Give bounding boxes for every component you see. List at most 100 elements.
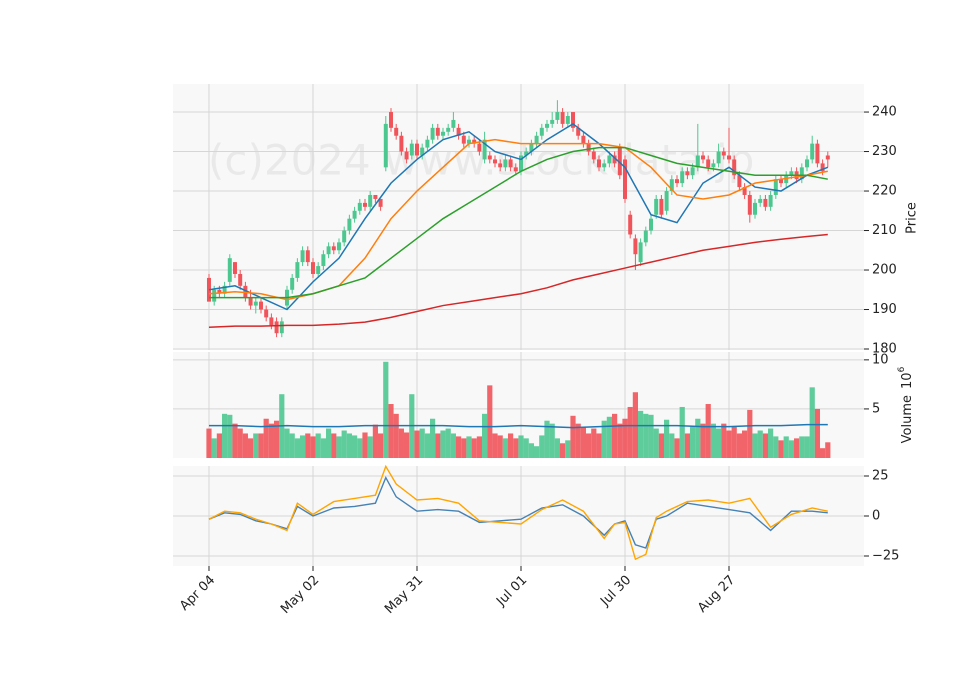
- candle-body: [440, 131, 445, 136]
- volume-bar: [721, 423, 727, 458]
- candle-body: [576, 127, 581, 136]
- candle-body: [534, 135, 539, 144]
- volume-bar: [627, 406, 633, 458]
- candle-body: [815, 143, 820, 164]
- candle-body: [482, 139, 487, 160]
- volume-bar: [664, 419, 670, 458]
- volume-bar: [424, 433, 430, 458]
- candle-body: [477, 143, 482, 152]
- line: [208, 233, 828, 329]
- volume-bar: [513, 438, 519, 458]
- volume-bar: [227, 414, 233, 458]
- candle-body: [638, 242, 643, 263]
- candle-body: [643, 230, 648, 243]
- volume-bar: [762, 433, 769, 458]
- volume-bar: [809, 387, 815, 458]
- price-panel: [173, 84, 864, 350]
- volume-bar: [731, 426, 737, 458]
- volume-bar: [398, 428, 404, 458]
- candle-body: [238, 273, 243, 286]
- volume-bar: [788, 440, 795, 458]
- volume-bar: [429, 418, 436, 458]
- candle-body: [222, 285, 227, 294]
- volume-bar: [258, 433, 264, 458]
- volume-bar: [544, 420, 550, 458]
- candle-body: [669, 179, 674, 192]
- candle-body: [763, 198, 768, 207]
- line: [208, 146, 828, 299]
- volume-bar: [638, 410, 644, 458]
- volume-bar: [710, 423, 717, 458]
- candle-body: [305, 250, 310, 263]
- candle-body: [539, 127, 544, 136]
- volume-bar: [585, 433, 592, 458]
- volume-bar: [341, 430, 347, 458]
- candle-body: [227, 258, 232, 282]
- candle-body: [414, 143, 419, 156]
- candle-body: [368, 194, 373, 207]
- volume-bar: [622, 418, 628, 458]
- y-tick-label: −25: [872, 549, 899, 564]
- candle-body: [258, 301, 263, 310]
- volume-bar: [570, 415, 576, 458]
- candle-body: [232, 262, 237, 274]
- y-tick-label: 0: [872, 509, 880, 524]
- volume-bar: [825, 442, 831, 458]
- volume-bar: [799, 436, 805, 458]
- volume-bar: [507, 433, 514, 458]
- candle-body: [544, 123, 549, 128]
- volume-exponent-base: 10: [900, 372, 915, 389]
- candle-body: [316, 266, 321, 274]
- candle-body: [394, 127, 399, 136]
- candle-body: [524, 151, 529, 156]
- volume-bar: [367, 436, 373, 458]
- candle-body: [399, 135, 404, 152]
- candle-body: [321, 254, 326, 267]
- candle-body: [362, 202, 367, 207]
- candle-body: [508, 159, 513, 168]
- volume-bar: [726, 430, 732, 458]
- candle-body: [435, 127, 440, 136]
- candle-body: [217, 289, 222, 294]
- candle-body: [326, 246, 331, 255]
- volume-bar: [679, 406, 685, 458]
- volume-bar: [601, 420, 607, 458]
- candle-body: [753, 202, 758, 215]
- candle-body: [747, 194, 752, 215]
- candle-body: [342, 230, 347, 243]
- volume-bar: [492, 433, 498, 458]
- line: [208, 423, 828, 429]
- volume-bar: [481, 413, 488, 458]
- candle-body: [295, 262, 300, 278]
- volume-bar: [705, 404, 711, 458]
- volume-bar: [414, 430, 420, 458]
- line: [208, 464, 828, 561]
- volume-bar: [648, 414, 654, 458]
- volume-bar: [450, 433, 456, 458]
- candle-body: [529, 143, 534, 152]
- candle-body: [737, 175, 742, 188]
- volume-bar: [346, 433, 352, 458]
- candle-body: [675, 179, 680, 184]
- volume-bar: [528, 443, 534, 458]
- candle-body: [357, 202, 362, 211]
- volume-bar: [554, 438, 560, 458]
- candle-body: [279, 321, 284, 334]
- candle-body: [347, 218, 352, 231]
- volume-label: Volume: [900, 395, 915, 443]
- volume-bar: [435, 433, 441, 458]
- volume-exponent: 6: [897, 366, 907, 372]
- volume-bar: [768, 428, 774, 458]
- volume-bar: [315, 433, 321, 458]
- candle-body: [721, 151, 726, 156]
- candle-body: [779, 179, 784, 184]
- candle-body: [570, 112, 575, 128]
- candle-body: [732, 159, 737, 176]
- panel-candlestick: 180 190 200 210 220 230 240: [173, 84, 897, 357]
- volume-bar: [690, 426, 696, 458]
- candle-body: [695, 155, 700, 168]
- volume-bar: [331, 433, 337, 458]
- volume-bar: [549, 423, 555, 458]
- volume-bar: [440, 430, 446, 458]
- volume-bar: [253, 433, 259, 458]
